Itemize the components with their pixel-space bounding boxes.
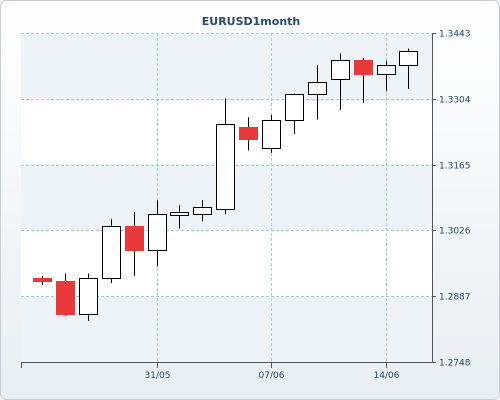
candle (331, 53, 350, 111)
candle-body-up (79, 278, 98, 315)
candle-body-down (239, 127, 258, 140)
candle-body-up (193, 207, 212, 215)
candle-body-down (354, 60, 373, 75)
y-tick-label: 1.3165 (439, 162, 471, 172)
candle (262, 114, 281, 153)
candle-body-up (170, 212, 189, 216)
candle (377, 60, 396, 92)
axes (21, 33, 436, 368)
y-tick-label: 1.3443 (439, 30, 471, 40)
candle-body-up (102, 226, 121, 279)
x-tick-label: 07/06 (259, 371, 285, 381)
candle-body-up (308, 82, 327, 95)
candle-body-up (262, 120, 281, 149)
candles (33, 48, 418, 321)
candle (33, 275, 52, 286)
chart-title: EURUSD1month (201, 15, 301, 28)
candle (56, 273, 75, 317)
candle-body-up (377, 65, 396, 75)
candle-body-up (331, 60, 350, 80)
candle (102, 219, 121, 283)
candle (239, 117, 258, 151)
y-tick-label: 1.3304 (439, 96, 471, 106)
candle-body-up (216, 124, 235, 210)
candle-body-down (125, 226, 144, 251)
candle (285, 93, 304, 134)
candle-body-down (33, 278, 52, 282)
y-tick-label: 1.2748 (439, 359, 471, 369)
x-tick-label: 14/06 (374, 371, 400, 381)
x-tick-labels: 31/05 07/06 14/06 (145, 371, 400, 381)
y-tick-labels: 1.3443 1.3304 1.3165 1.3026 1.2887 1.2748 (439, 30, 471, 369)
candle (79, 273, 98, 321)
y-tick-label: 1.3026 (439, 227, 471, 237)
candle (193, 200, 212, 222)
candle (308, 65, 327, 120)
candle (216, 98, 235, 215)
y-tick-label: 1.2887 (439, 293, 471, 303)
candle-body-up (399, 51, 418, 66)
candle (148, 200, 167, 267)
candle (399, 48, 418, 89)
candle-body-up (285, 94, 304, 121)
candle-body-up (148, 214, 167, 251)
candle (354, 58, 373, 104)
x-tick-label: 31/05 (145, 371, 171, 381)
candle-body-down (56, 281, 75, 315)
candle (170, 204, 189, 229)
candle (125, 211, 144, 276)
